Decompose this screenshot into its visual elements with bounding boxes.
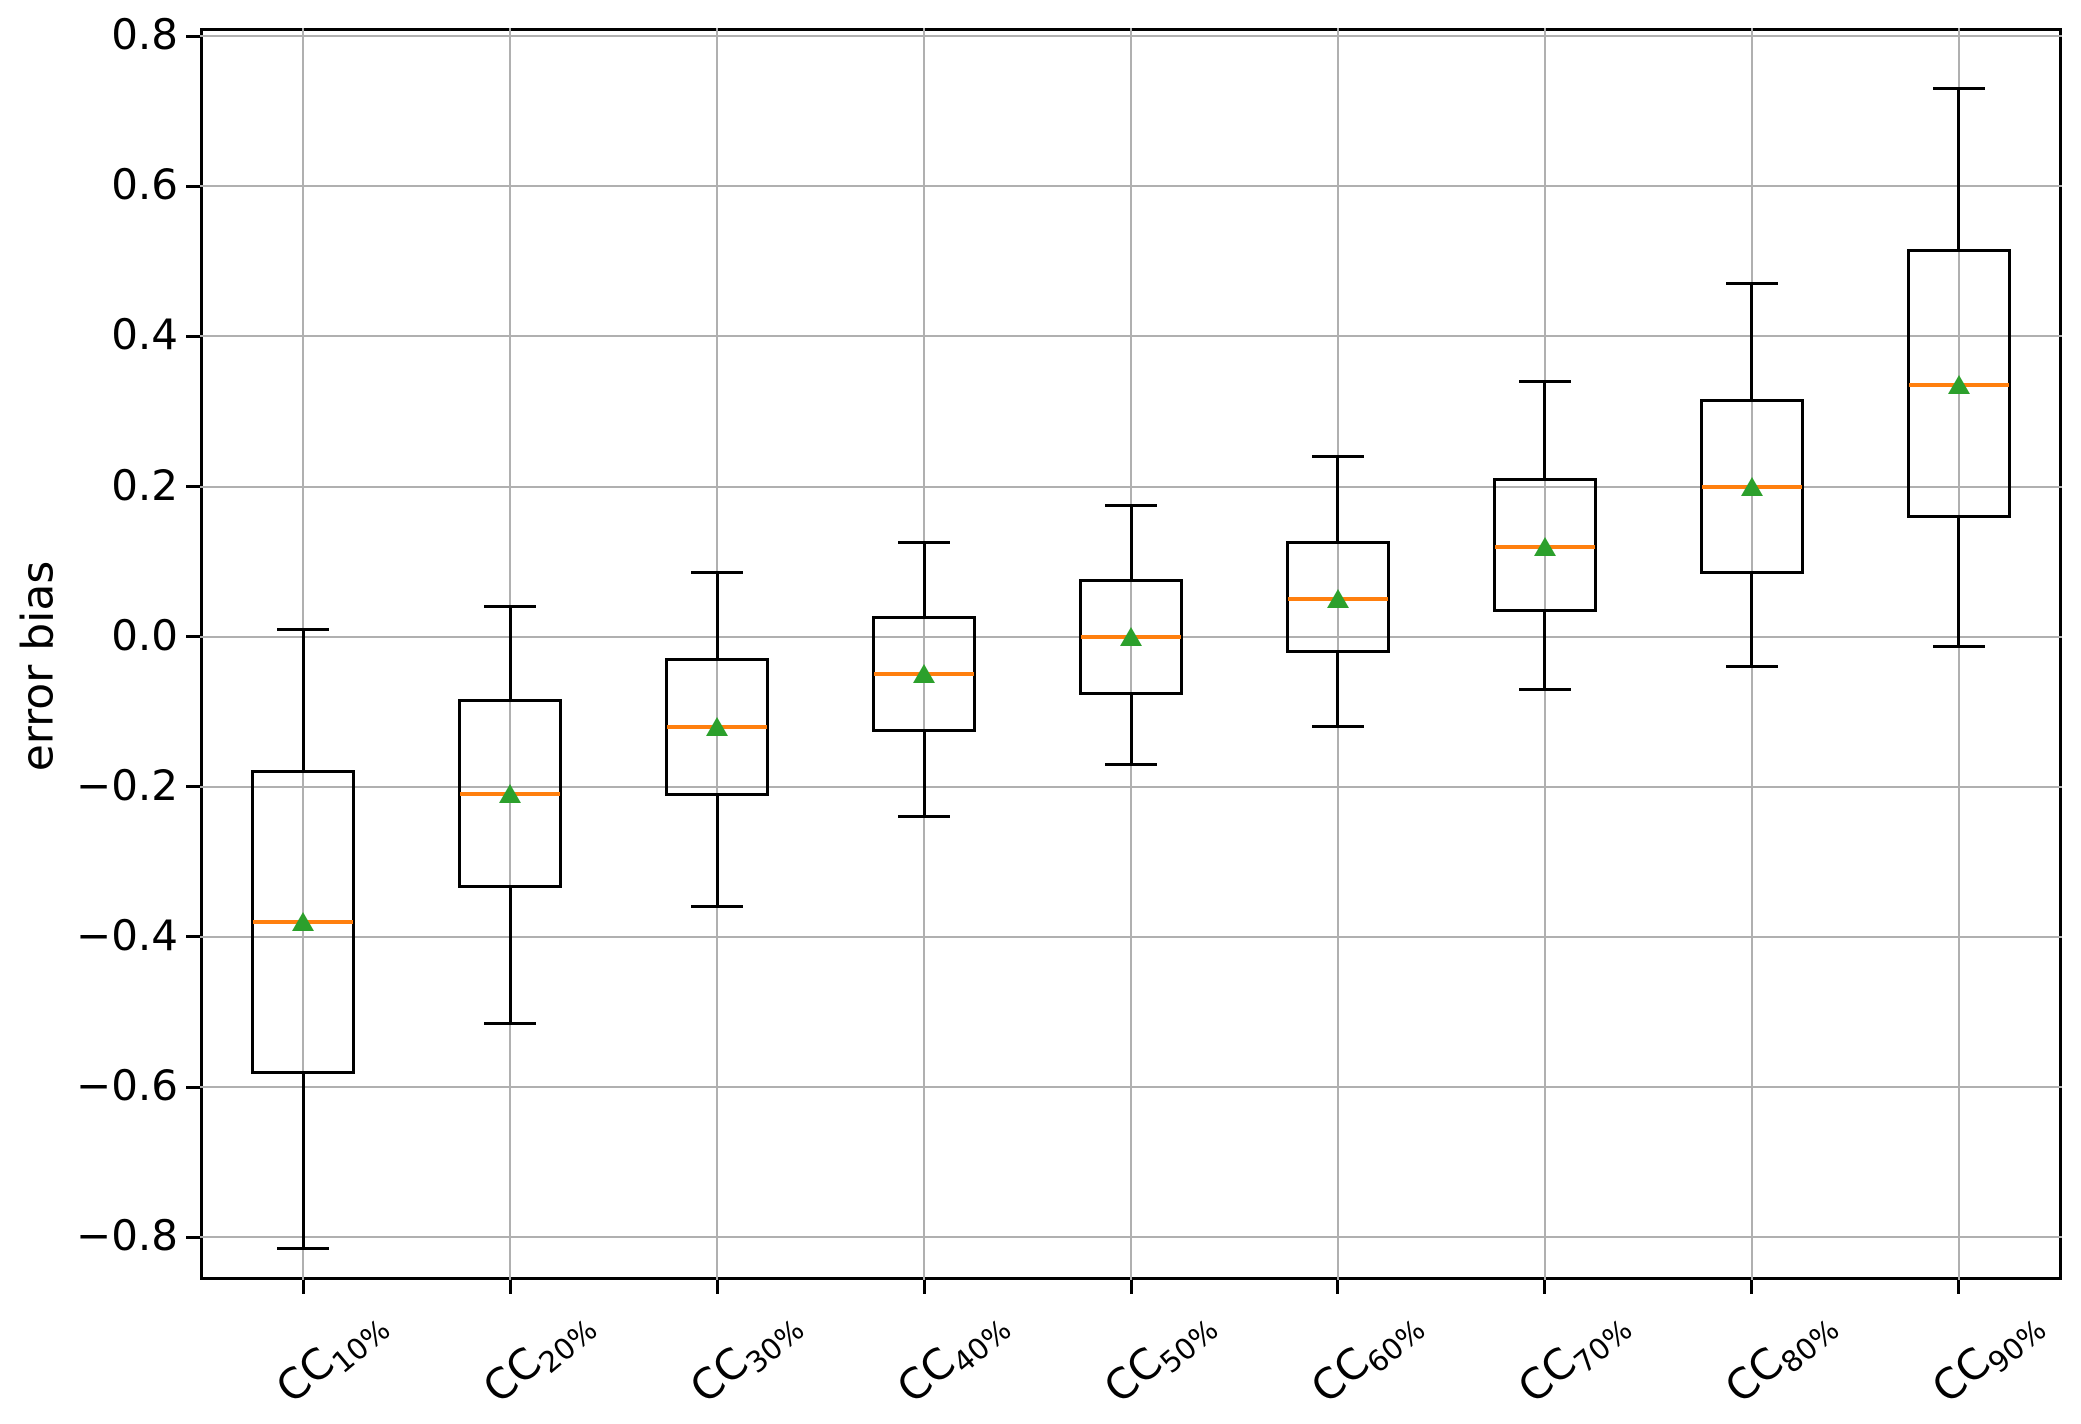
- whisker-cap-upper: [898, 541, 951, 545]
- whisker-cap-upper: [1105, 503, 1157, 507]
- whisker-lower: [1336, 651, 1340, 727]
- x-tick: [1129, 1280, 1133, 1294]
- whisker-cap-lower: [277, 1246, 330, 1250]
- x-tick: [1957, 1280, 1961, 1294]
- x-tick-label: CC10%: [178, 1296, 397, 1424]
- whisker-cap-lower: [1105, 762, 1157, 766]
- x-tick: [715, 1280, 719, 1294]
- x-tick-label: CC80%: [1626, 1296, 1845, 1424]
- x-tick-label: CC90%: [1833, 1296, 2052, 1424]
- y-tick: [186, 635, 200, 639]
- y-tick-label: 0.4: [111, 310, 178, 360]
- mean-triangle-marker: [913, 664, 936, 684]
- mean-triangle-marker: [1740, 476, 1763, 496]
- box: [872, 616, 977, 733]
- box: [1285, 541, 1390, 654]
- mean-triangle-marker: [292, 911, 315, 931]
- y-tick: [186, 485, 200, 489]
- x-tick: [1750, 1280, 1754, 1294]
- y-axis-title: error bias: [12, 560, 64, 772]
- whisker-lower: [1957, 516, 1961, 647]
- y-tick-label: −0.6: [76, 1061, 178, 1111]
- y-tick-label: 0.8: [111, 10, 178, 60]
- x-tick: [508, 1280, 512, 1294]
- box: [1079, 578, 1183, 695]
- whisker-upper: [715, 572, 719, 660]
- whisker-cap-upper: [1932, 87, 1985, 91]
- whisker-lower: [1750, 572, 1754, 667]
- whisker-cap-upper: [1311, 455, 1364, 459]
- y-tick-label: −0.4: [76, 910, 178, 960]
- x-tick-label: CC60%: [1212, 1296, 1432, 1424]
- v-gridline: [1957, 28, 1960, 1280]
- y-tick: [186, 334, 200, 338]
- mean-triangle-marker: [1326, 589, 1349, 609]
- y-tick-label: −0.2: [76, 760, 178, 810]
- x-tick-label: CC40%: [798, 1296, 1018, 1424]
- y-tick: [186, 1085, 200, 1089]
- whisker-upper: [1543, 381, 1547, 480]
- y-tick-label: −0.8: [76, 1211, 178, 1261]
- whisker-upper: [1957, 88, 1961, 251]
- box: [1906, 248, 2011, 519]
- v-gridline: [1130, 28, 1132, 1280]
- whisker-cap-lower: [1725, 665, 1778, 669]
- y-tick: [186, 785, 200, 789]
- y-tick: [186, 1235, 200, 1239]
- whisker-lower: [715, 794, 719, 907]
- whisker-lower: [1543, 610, 1547, 690]
- mean-triangle-marker: [1947, 375, 1970, 395]
- whisker-lower: [922, 730, 926, 817]
- mean-triangle-marker: [706, 716, 729, 736]
- whisker-cap-lower: [484, 1021, 537, 1025]
- whisker-upper: [1750, 283, 1754, 401]
- mean-triangle-marker: [1120, 626, 1142, 646]
- x-tick-label: CC30%: [591, 1296, 811, 1424]
- whisker-cap-upper: [277, 627, 330, 631]
- box: [1699, 398, 1804, 575]
- whisker-upper: [1129, 505, 1133, 581]
- x-tick: [301, 1280, 305, 1294]
- whisker-lower: [508, 886, 512, 1024]
- whisker-cap-upper: [691, 571, 744, 575]
- box: [251, 770, 356, 1074]
- whisker-cap-upper: [1725, 282, 1778, 286]
- box: [665, 657, 770, 796]
- whisker-lower: [301, 1072, 305, 1249]
- y-tick-label: 0.0: [111, 610, 178, 660]
- whisker-upper: [1336, 456, 1340, 543]
- whisker-cap-lower: [1518, 687, 1571, 691]
- whisker-upper: [922, 542, 926, 618]
- box: [458, 699, 563, 889]
- whisker-cap-lower: [691, 905, 744, 909]
- y-tick-label: 0.2: [111, 460, 178, 510]
- whisker-cap-lower: [1311, 725, 1364, 729]
- y-tick: [186, 34, 200, 38]
- box: [1492, 477, 1597, 612]
- mean-triangle-marker: [1533, 536, 1556, 556]
- whisker-upper: [301, 629, 305, 772]
- whisker-cap-upper: [484, 605, 537, 609]
- x-tick-label: CC70%: [1419, 1296, 1638, 1424]
- v-gridline: [923, 28, 926, 1280]
- x-tick-label: CC20%: [384, 1296, 604, 1424]
- y-tick-label: 0.6: [111, 160, 178, 210]
- y-tick: [186, 935, 200, 939]
- whisker-upper: [508, 606, 512, 701]
- whisker-cap-lower: [1932, 644, 1985, 648]
- whisker-cap-lower: [898, 815, 951, 819]
- y-tick: [186, 184, 200, 188]
- whisker-lower: [1129, 693, 1133, 765]
- x-tick: [922, 1280, 926, 1294]
- whisker-cap-upper: [1518, 380, 1571, 384]
- x-tick: [1336, 1280, 1340, 1294]
- mean-triangle-marker: [499, 784, 522, 804]
- x-tick-label: CC50%: [1005, 1296, 1225, 1424]
- x-tick: [1543, 1280, 1547, 1294]
